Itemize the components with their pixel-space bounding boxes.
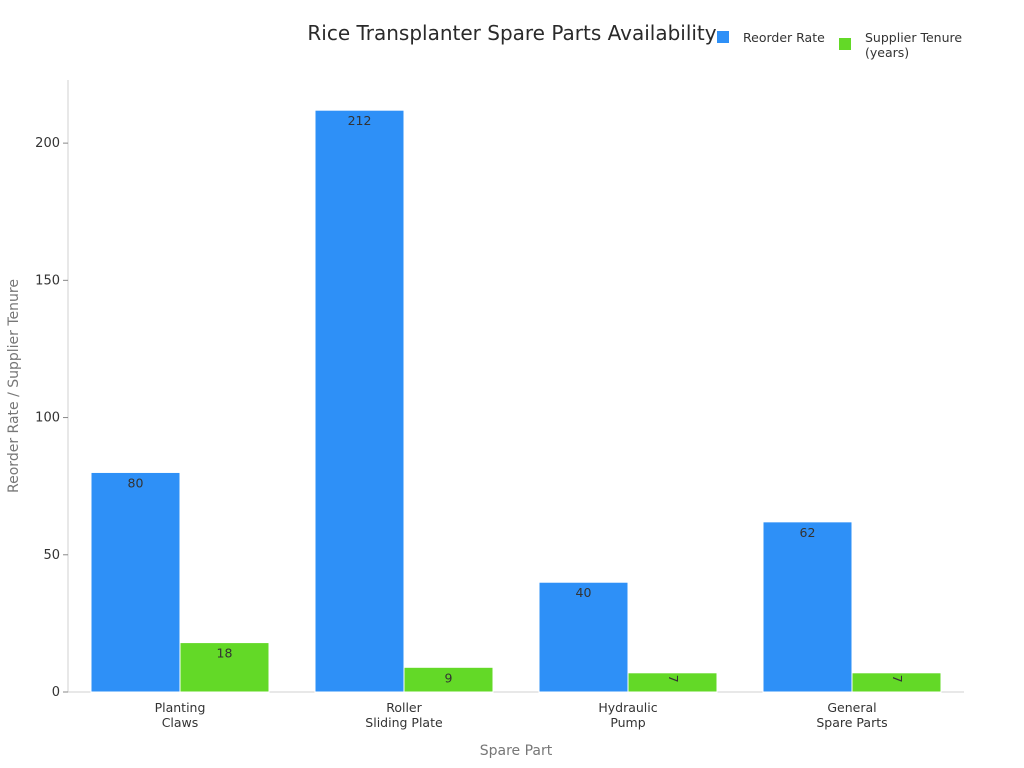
x-axis-title: Spare Part <box>480 743 553 759</box>
legend-swatch-reorder-rate <box>717 31 729 43</box>
chart-title: Rice Transplanter Spare Parts Availabili… <box>307 21 716 45</box>
legend-swatch-supplier-tenure <box>839 38 851 50</box>
legend: Reorder Rate Supplier Tenure (years) <box>717 30 962 60</box>
x-tick-label-line: Sliding Plate <box>365 715 443 730</box>
x-tick-label-line: Planting <box>155 700 206 715</box>
x-tick-label-line: General <box>827 700 876 715</box>
y-tick-label: 0 <box>52 685 60 700</box>
x-tick-label: Roller Sliding Plate <box>365 700 443 730</box>
x-tick-label: Planting Claws <box>155 700 206 730</box>
x-tick-label-line: Pump <box>610 715 645 730</box>
legend-label-supplier-tenure: Supplier Tenure (years) <box>865 30 962 60</box>
bar-supplier-tenure <box>627 672 718 693</box>
data-label: 80 <box>128 475 144 490</box>
y-tick-label: 50 <box>43 548 60 563</box>
data-label: 212 <box>348 113 372 128</box>
data-label: 40 <box>576 585 592 600</box>
x-tick-label: General Spare Parts <box>816 700 887 730</box>
legend-label-line: (years) <box>865 45 909 60</box>
data-label: 18 <box>217 646 233 661</box>
x-tick-label-line: Spare Parts <box>816 715 887 730</box>
y-tick-label: 150 <box>35 273 60 288</box>
y-axis-title: Reorder Rate / Supplier Tenure <box>6 279 22 493</box>
data-labels: 80 18 212 9 40 7 62 7 <box>128 113 905 685</box>
data-label: 7 <box>666 675 681 683</box>
bar-reorder-rate <box>538 581 629 693</box>
bar-reorder-rate <box>314 109 405 693</box>
data-label: 7 <box>890 675 905 683</box>
x-tick-label-line: Claws <box>162 715 199 730</box>
bar-reorder-rate <box>90 471 181 693</box>
legend-label-reorder-rate: Reorder Rate <box>743 30 825 45</box>
y-tick-label: 100 <box>35 411 60 426</box>
x-ticks: Planting Claws Roller Sliding Plate Hydrauli… <box>155 700 888 730</box>
x-tick-label-line: Roller <box>386 700 422 715</box>
x-tick-label-line: Hydraulic <box>598 700 657 715</box>
bars <box>90 109 942 693</box>
y-tick-label: 200 <box>35 136 60 151</box>
data-label: 62 <box>800 525 816 540</box>
bar-reorder-rate <box>762 521 853 693</box>
bar-supplier-tenure <box>851 672 942 693</box>
x-tick-label: Hydraulic Pump <box>598 700 657 730</box>
legend-label-line: Supplier Tenure <box>865 30 962 45</box>
bar-supplier-tenure <box>403 666 494 693</box>
y-ticks: 0 50 100 150 200 <box>35 136 68 700</box>
data-label: 9 <box>445 670 453 685</box>
bar-supplier-tenure <box>179 642 270 693</box>
